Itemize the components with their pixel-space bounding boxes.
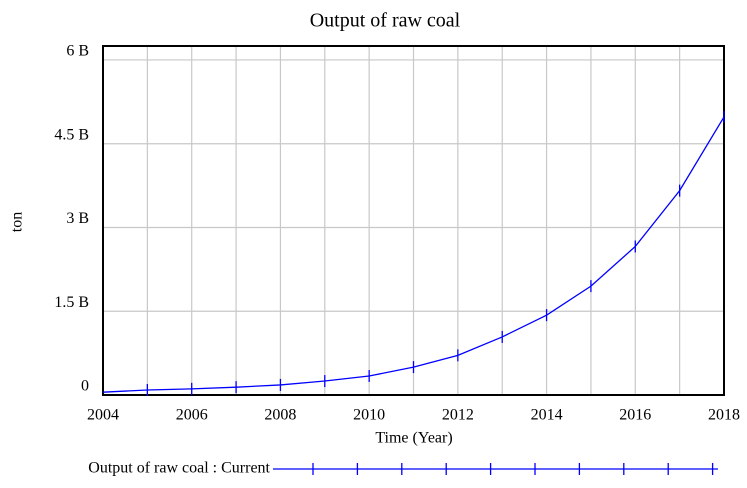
x-axis-label: Time (Year) — [375, 430, 452, 447]
y-tick-label: 6 B — [66, 43, 89, 60]
y-tick-label: 3 B — [66, 210, 89, 227]
x-tick-label: 2018 — [708, 407, 740, 424]
x-tick-label: 2012 — [442, 407, 474, 424]
chart-title: Output of raw coal — [310, 10, 461, 32]
y-tick-label: 1.5 B — [54, 294, 89, 311]
y-tick-label: 4.5 B — [54, 126, 89, 143]
x-tick-label: 2004 — [87, 407, 119, 424]
y-axis-label: ton — [9, 212, 26, 232]
plot-frame — [102, 45, 725, 396]
x-tick-label: 2006 — [176, 407, 208, 424]
legend-label: Output of raw coal : Current — [88, 460, 270, 477]
x-tick-label: 2010 — [353, 407, 385, 424]
x-tick-label: 2014 — [531, 407, 563, 424]
x-tick-label: 2016 — [619, 407, 651, 424]
x-tick-label: 2008 — [264, 407, 296, 424]
y-tick-label: 0 — [81, 378, 89, 395]
